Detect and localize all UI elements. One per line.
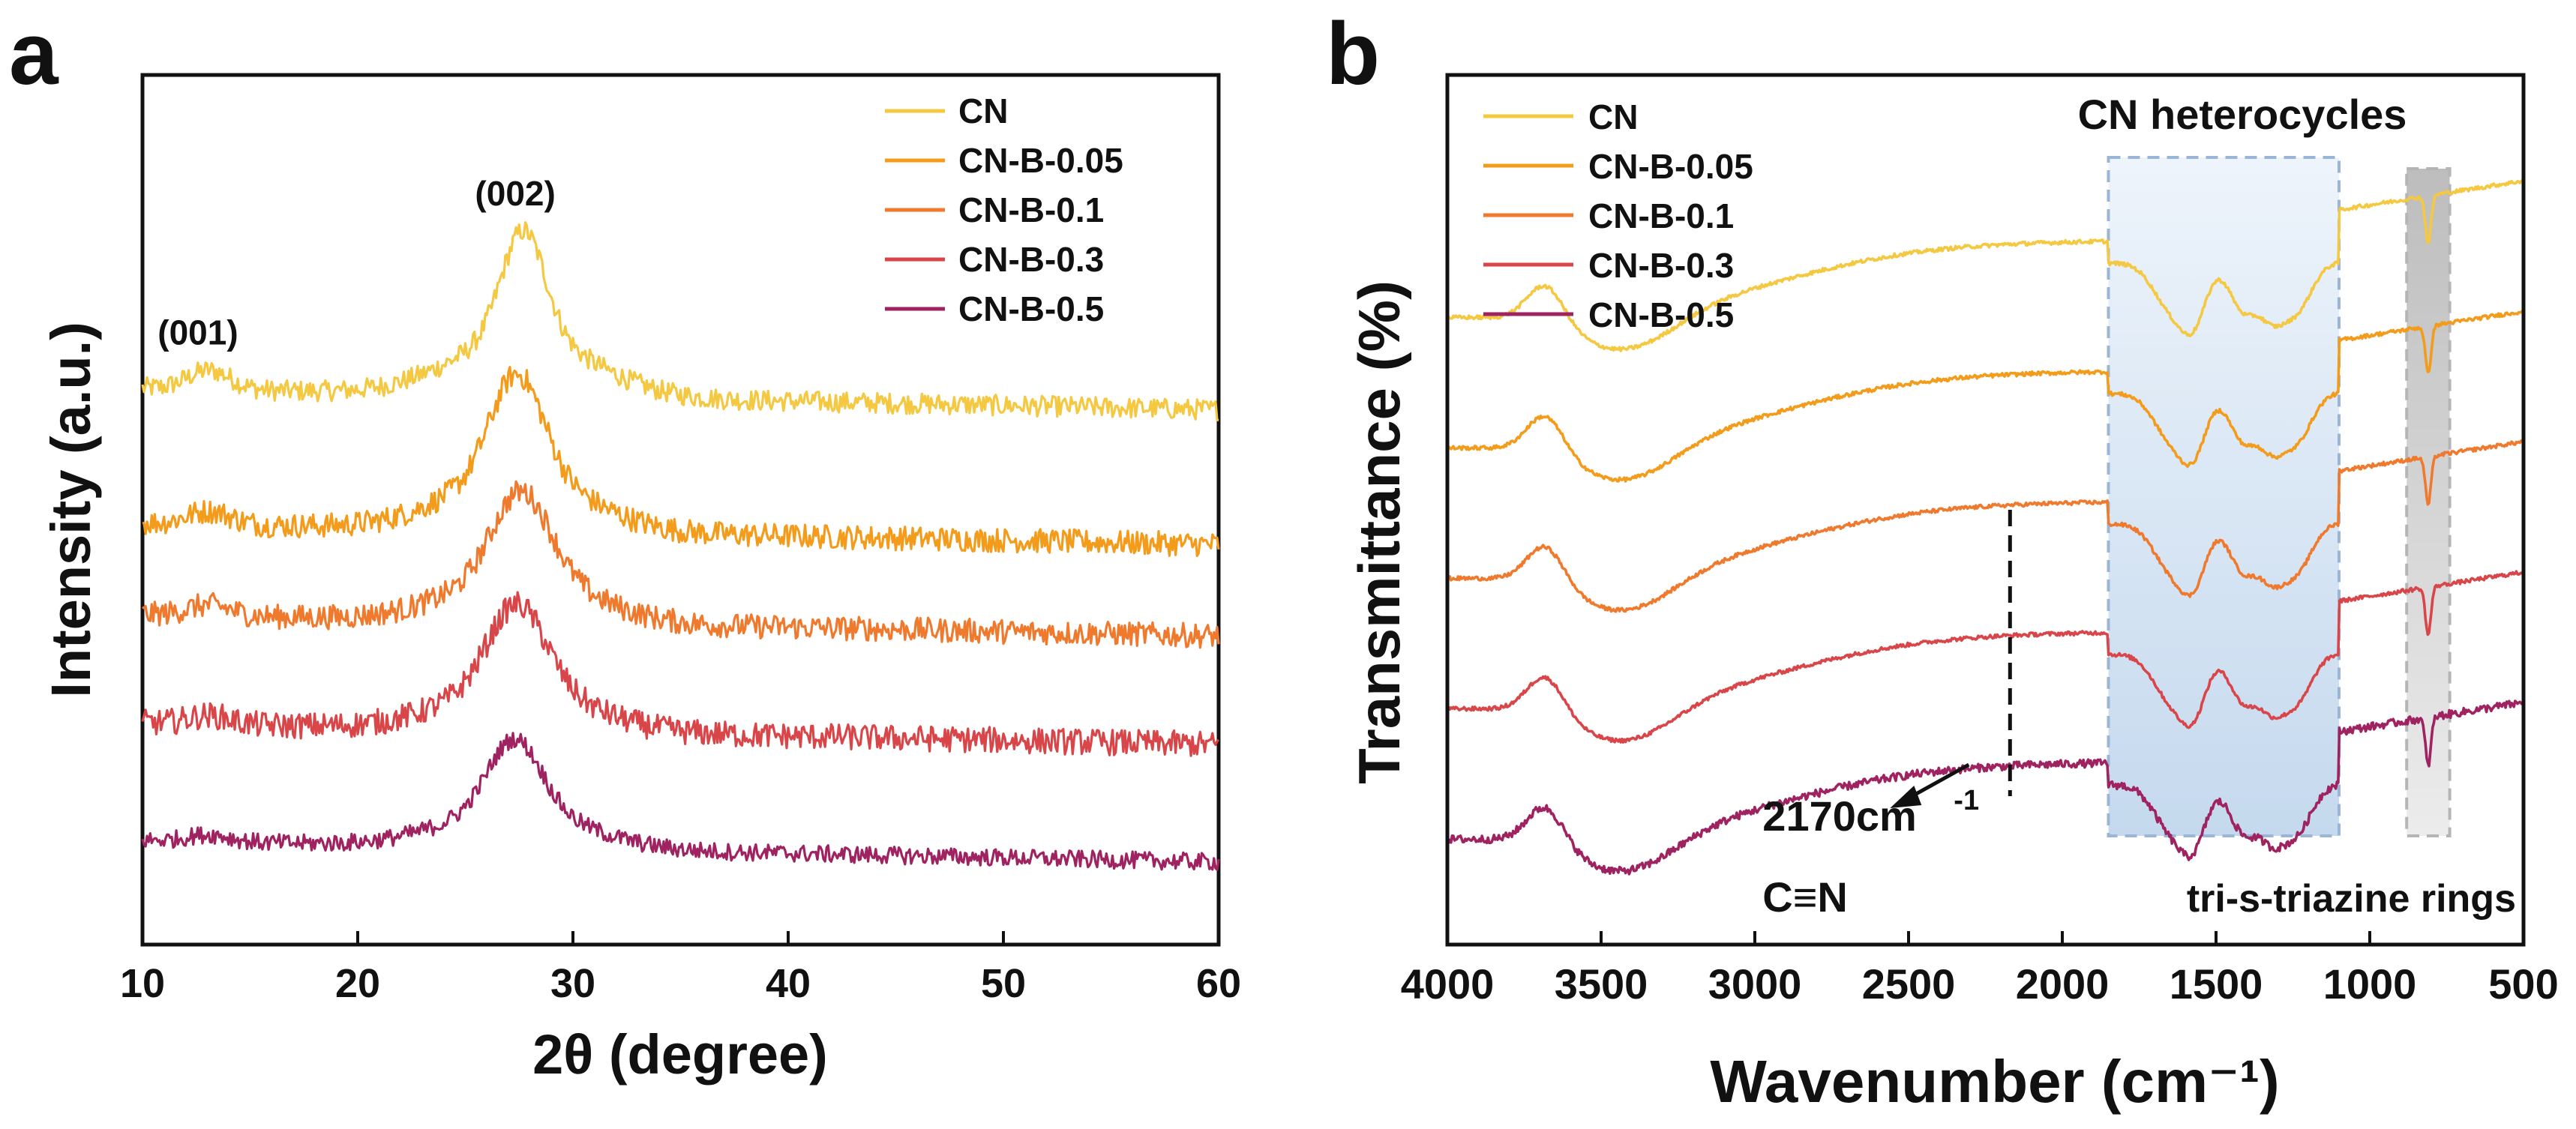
legend-label: CN — [958, 91, 1008, 130]
panel-b-ylabel: Transmittance (%) — [1346, 280, 1412, 784]
xrd-curve-cn — [141, 221, 1219, 422]
panel-label-a: a — [9, 4, 59, 103]
peak-label-001: (001) — [157, 313, 238, 352]
triazine-label: tri-s-triazine rings — [2187, 877, 2516, 921]
x-tick-label: 3000 — [1708, 960, 1802, 1008]
ftir-curve-cn — [1446, 178, 2525, 352]
legend-label: CN-B-0.3 — [1588, 246, 1734, 285]
peak-label-002: (002) — [475, 174, 555, 213]
x-tick-label: 4000 — [1401, 960, 1495, 1008]
x-tick-label: 3500 — [1555, 960, 1648, 1008]
x-tick-label: 10 — [120, 961, 165, 1006]
panel-b-curves — [1446, 178, 2525, 876]
x-tick-label: 40 — [766, 961, 811, 1006]
panel-b-axes-frame — [1445, 73, 2526, 947]
cn-bond-label: C≡N — [1762, 873, 1848, 921]
panel-b-regions — [2107, 156, 2452, 837]
x-tick-label: 1000 — [2323, 960, 2417, 1008]
panel-b-xlabel: Wavenumber (cm⁻¹) — [1710, 1048, 2279, 1115]
x-tick-label: 20 — [335, 961, 380, 1006]
legend-label: CN-B-0.05 — [1588, 147, 1753, 186]
ftir-curve-cn-b-005 — [1446, 308, 2525, 483]
panel-a-ylabel: Intensity (a.u.) — [40, 322, 102, 698]
panel-a-plot: 10 20 30 40 50 60 (001) (002) CN CN-B-0.05 CN-B-… — [40, 73, 1241, 1086]
panel-b-x-ticks: 4000 3500 3000 2500 2000 1500 1000 500 — [1401, 931, 2559, 1008]
legend-label: CN-B-0.1 — [1588, 196, 1734, 235]
panel-a-curves — [141, 221, 1220, 871]
x-tick-label: 2000 — [2016, 960, 2110, 1008]
legend-label: CN-B-0.5 — [1588, 295, 1734, 334]
xrd-curve-cn-b-03 — [141, 591, 1219, 757]
panel-a-axes-frame — [140, 73, 1221, 947]
cn-wavenumber-superscript: -1 — [1954, 785, 1979, 816]
heterocycles-region — [2107, 156, 2341, 837]
panel-b-annotations: CN heterocycles tri-s-triazine rings 2170c… — [1762, 91, 2516, 921]
xrd-curve-cn-b-05 — [141, 732, 1220, 871]
panel-a-legend: CN CN-B-0.05 CN-B-0.1 CN-B-0.3 CN-B-0.5 — [885, 91, 1123, 328]
x-tick-label: 1500 — [2170, 960, 2263, 1008]
panel-a-xlabel: 2θ (degree) — [532, 1023, 828, 1086]
cn-wavenumber-label: 2170cm — [1762, 792, 1917, 840]
x-tick-label: 60 — [1196, 961, 1241, 1006]
x-tick-label: 500 — [2488, 960, 2558, 1008]
xrd-curve-cn-b-005 — [142, 366, 1220, 558]
legend-label: CN — [1588, 97, 1638, 136]
ftir-curve-cn-b-03 — [1446, 570, 2524, 744]
ftir-curve-cn-b-01 — [1446, 439, 2524, 613]
xrd-curve-cn-b-01 — [142, 480, 1220, 649]
cn-marker-arrowhead — [1890, 786, 1922, 808]
legend-label: CN-B-0.1 — [958, 190, 1104, 229]
x-tick-label: 2500 — [1862, 960, 1956, 1008]
heterocycles-label: CN heterocycles — [2078, 91, 2407, 138]
panel-b-legend: CN CN-B-0.05 CN-B-0.1 CN-B-0.3 CN-B-0.5 — [1483, 97, 1753, 334]
legend-label: CN-B-0.05 — [958, 141, 1123, 180]
panel-b-plot: 4000 3500 3000 2500 2000 1500 1000 500 CN CN-B-0… — [1346, 73, 2559, 1115]
x-tick-label: 30 — [550, 961, 595, 1006]
legend-label: CN-B-0.3 — [958, 240, 1104, 279]
panel-a-x-ticks: 10 20 30 40 50 60 — [120, 931, 1241, 1006]
panel-label-b: b — [1326, 4, 1380, 103]
x-tick-label: 50 — [981, 961, 1026, 1006]
ftir-curve-cn-b-05 — [1446, 699, 2525, 876]
panel-a-peak-labels: (001) (002) — [157, 174, 556, 352]
legend-label: CN-B-0.5 — [958, 289, 1104, 328]
